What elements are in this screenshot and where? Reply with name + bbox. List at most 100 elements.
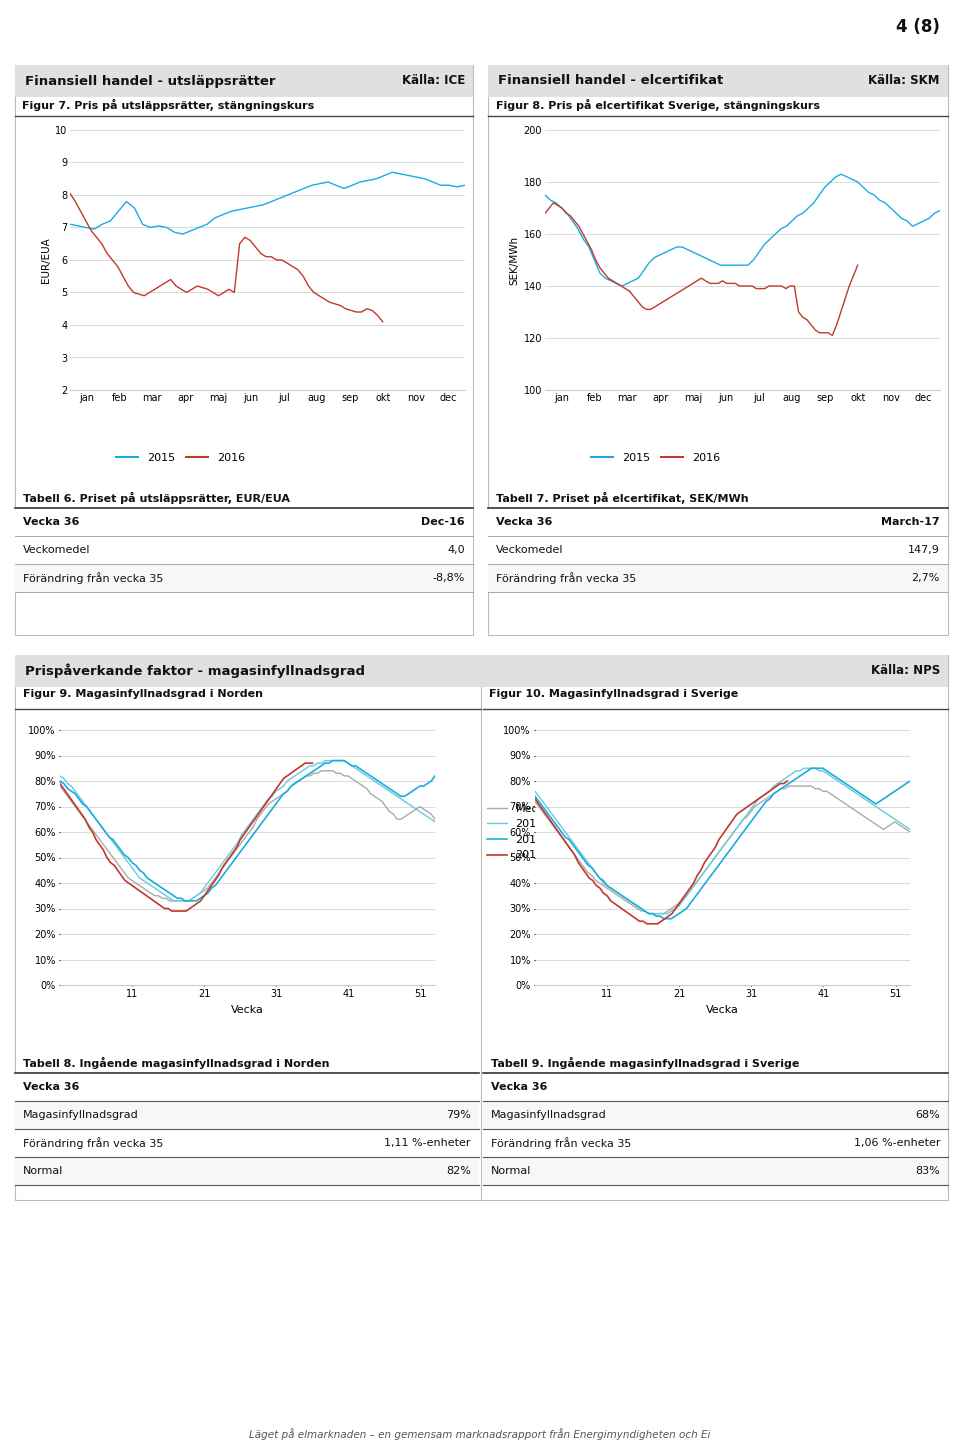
Legend: 2015, 2016: 2015, 2016 [111, 448, 250, 467]
Legend: Median, 2014, 2015, 2016: Median, 2014, 2015, 2016 [482, 800, 561, 865]
Text: Källa: ICE: Källa: ICE [401, 74, 465, 87]
Median [141, 882, 153, 900]
Text: Veckomedel: Veckomedel [23, 546, 90, 554]
2014 [726, 826, 737, 843]
2015 [658, 910, 669, 927]
Text: Förändring från vecka 35: Förändring från vecka 35 [23, 1138, 163, 1149]
Text: Vecka 36: Vecka 36 [23, 1082, 80, 1093]
Legend: Median, 2014, 2015, 2016: Median, 2014, 2015, 2016 [957, 800, 960, 865]
Median [881, 818, 893, 836]
2014 [126, 859, 137, 876]
2016 [166, 903, 178, 920]
Text: Magasinfyllnadsgrad: Magasinfyllnadsgrad [491, 1110, 607, 1120]
Text: Finansiell handel - elcertifikat: Finansiell handel - elcertifikat [498, 74, 723, 87]
Text: Magasinfyllnadsgrad: Magasinfyllnadsgrad [23, 1110, 139, 1120]
2016 [90, 831, 102, 849]
Text: Förändring från vecka 35: Förändring från vecka 35 [496, 572, 636, 583]
2014 [429, 813, 441, 830]
Text: Tabell 9. Ingående magasinfyllnadsgrad i Sverige: Tabell 9. Ingående magasinfyllnadsgrad i… [491, 1056, 800, 1069]
2016 [537, 801, 548, 818]
Text: Vecka 36: Vecka 36 [23, 517, 80, 527]
Text: March-17: March-17 [881, 517, 940, 527]
2016 [296, 757, 307, 775]
2016 [306, 755, 318, 772]
2014 [529, 782, 540, 800]
2015 [805, 759, 817, 776]
2016 [209, 872, 221, 889]
2014 [418, 805, 429, 823]
Text: Figur 7. Pris på utsläppsrätter, stängningskurs: Figur 7. Pris på utsläppsrätter, stängni… [22, 99, 314, 112]
2014 [798, 759, 809, 776]
Median [418, 801, 429, 818]
Median [54, 778, 65, 795]
Median [601, 879, 612, 897]
2014 [252, 805, 263, 823]
Text: 82%: 82% [446, 1167, 471, 1175]
2016 [285, 765, 297, 782]
Line: 2016: 2016 [60, 763, 312, 911]
Text: 1,11 %-enheter: 1,11 %-enheter [385, 1138, 471, 1148]
2014 [643, 905, 655, 923]
2014 [881, 805, 893, 823]
Median [164, 892, 176, 910]
2016 [61, 785, 73, 802]
Median [281, 782, 293, 800]
2014 [281, 772, 293, 789]
2016 [771, 778, 782, 795]
2016 [529, 791, 540, 808]
2015 [418, 778, 429, 795]
X-axis label: Vecka: Vecka [706, 1004, 739, 1014]
Line: 2014: 2014 [60, 760, 435, 901]
Median [429, 811, 441, 829]
2015 [281, 782, 293, 800]
Line: 2016: 2016 [535, 781, 787, 924]
Line: 2015: 2015 [60, 760, 435, 901]
Text: 4 (8): 4 (8) [896, 17, 940, 36]
Text: Tabell 7. Priset på elcertifikat, SEK/MWh: Tabell 7. Priset på elcertifikat, SEK/MW… [496, 492, 749, 503]
2015 [529, 788, 540, 805]
Text: 83%: 83% [915, 1167, 940, 1175]
Text: Tabell 8. Ingående magasinfyllnadsgrad i Norden: Tabell 8. Ingående magasinfyllnadsgrad i… [23, 1056, 329, 1069]
Text: Vecka 36: Vecka 36 [491, 1082, 547, 1093]
2015 [616, 887, 628, 904]
Line: Median: Median [60, 770, 435, 901]
2015 [54, 772, 65, 789]
2015 [252, 821, 263, 839]
Text: Normal: Normal [491, 1167, 532, 1175]
Text: Dec-16: Dec-16 [421, 517, 465, 527]
2016 [656, 913, 667, 930]
Median [756, 792, 768, 810]
Text: 68%: 68% [915, 1110, 940, 1120]
Text: Förändring från vecka 35: Förändring från vecka 35 [23, 572, 163, 583]
Median [252, 811, 263, 829]
2016 [781, 772, 793, 789]
2016 [684, 879, 696, 897]
X-axis label: Vecka: Vecka [231, 1004, 264, 1014]
Text: Prispåverkande faktor - magasinfyllnadsgrad: Prispåverkande faktor - magasinfyllnadsg… [25, 663, 365, 678]
Line: 2015: 2015 [535, 768, 910, 918]
Text: 147,9: 147,9 [908, 546, 940, 554]
2015 [756, 798, 768, 815]
Line: Median: Median [535, 786, 910, 914]
Median [904, 823, 916, 840]
2016 [641, 916, 653, 933]
Median [643, 905, 655, 923]
2014 [601, 876, 612, 894]
Median [406, 802, 418, 820]
2015 [126, 853, 137, 871]
2014 [756, 788, 768, 805]
2015 [893, 781, 904, 798]
Text: Förändring från vecka 35: Förändring från vecka 35 [491, 1138, 632, 1149]
2016 [601, 887, 612, 904]
2014 [320, 752, 331, 769]
Text: Figur 8. Pris på elcertifikat Sverige, stängningskurs: Figur 8. Pris på elcertifikat Sverige, s… [496, 99, 820, 112]
Text: Figur 10. Magasinfyllnadsgrad i Sverige: Figur 10. Magasinfyllnadsgrad i Sverige [489, 689, 738, 699]
Y-axis label: SEK/MWh: SEK/MWh [510, 235, 519, 284]
Median [616, 889, 628, 907]
2015 [726, 839, 737, 856]
Text: 4,0: 4,0 [447, 546, 465, 554]
Text: Normal: Normal [23, 1167, 63, 1175]
Text: Veckomedel: Veckomedel [496, 546, 564, 554]
Median [126, 872, 137, 889]
2014 [893, 813, 904, 830]
